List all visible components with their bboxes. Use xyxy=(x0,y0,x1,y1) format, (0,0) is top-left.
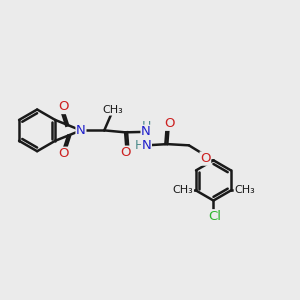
Text: O: O xyxy=(121,146,131,159)
Text: CH₃: CH₃ xyxy=(102,105,123,115)
Text: N: N xyxy=(141,125,151,138)
Text: H: H xyxy=(142,120,152,134)
Text: CH₃: CH₃ xyxy=(173,185,194,195)
Text: O: O xyxy=(200,152,211,165)
Text: N: N xyxy=(76,124,86,137)
Text: H: H xyxy=(134,139,144,152)
Text: O: O xyxy=(58,147,68,160)
Text: N: N xyxy=(142,139,151,152)
Text: CH₃: CH₃ xyxy=(234,185,255,195)
Text: O: O xyxy=(58,100,68,113)
Text: Cl: Cl xyxy=(208,210,221,223)
Text: O: O xyxy=(164,117,175,130)
